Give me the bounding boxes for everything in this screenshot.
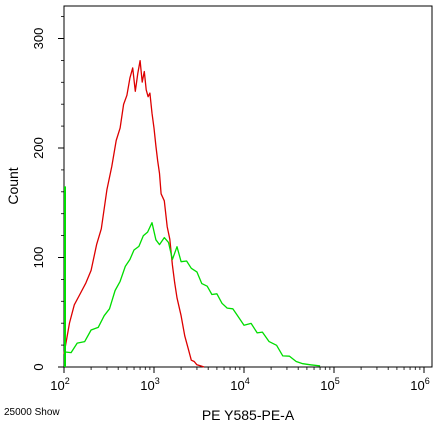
y-axis: 0 100 200 300 (31, 16, 64, 371)
footer-note: 25000 Show (4, 407, 60, 418)
series-layer (63, 59, 321, 368)
y-tick-label: 300 (31, 28, 46, 50)
x-axis-label: PE Y585-PE-A (202, 407, 295, 423)
x-tick-label: 103 (140, 376, 159, 393)
histogram-series-2 (63, 222, 321, 367)
x-tick-label: 104 (230, 376, 249, 393)
y-tick-label: 200 (31, 137, 46, 159)
x-tick-label: 106 (410, 376, 429, 393)
x-tick-label: 105 (320, 376, 339, 393)
y-tick-label: 100 (31, 247, 46, 269)
plot-frame (63, 5, 433, 368)
histogram-series-1 (63, 59, 205, 368)
y-tick-label: 0 (31, 363, 46, 370)
x-axis: 102 103 104 105 106 (50, 367, 430, 393)
y-axis-label: Count (5, 167, 21, 204)
x-tick-label: 102 (50, 376, 69, 393)
